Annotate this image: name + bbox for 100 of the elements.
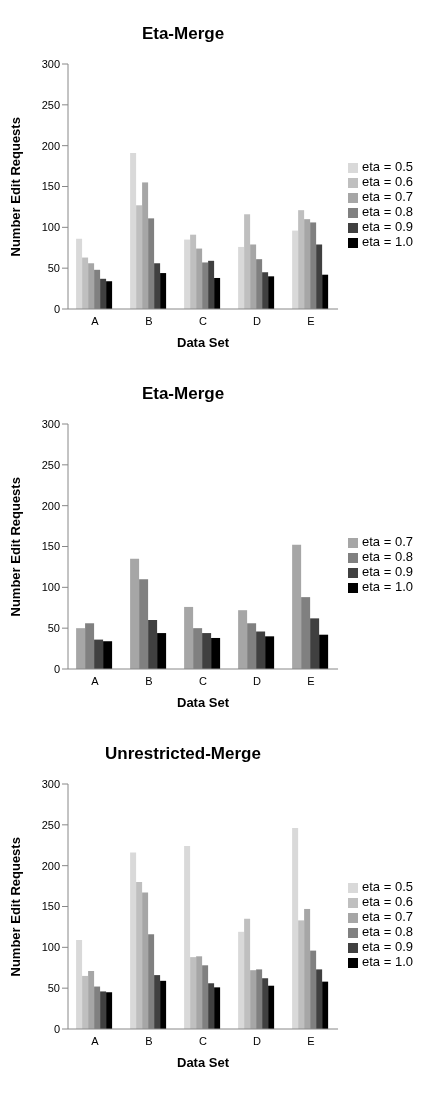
chart-title: Eta-Merge: [140, 23, 226, 45]
bar: [103, 641, 113, 669]
y-tick-label: 300: [41, 57, 60, 70]
legend-label: eta = 0.5: [362, 879, 413, 894]
x-axis-title: Data Set: [177, 695, 230, 710]
y-tick-label: 150: [41, 540, 60, 553]
bar: [310, 618, 320, 669]
bar: [190, 234, 197, 309]
y-axis-title: Number Edit Requests: [7, 837, 23, 977]
bar: [160, 273, 167, 309]
y-tick-label: 50: [47, 982, 60, 995]
bar: [184, 239, 191, 309]
bar: [214, 987, 221, 1029]
bar: [292, 230, 299, 309]
bar: [304, 908, 311, 1029]
y-tick-label: 0: [53, 302, 60, 315]
bar: [100, 278, 107, 309]
bar: [298, 210, 305, 309]
bar: [322, 981, 329, 1029]
bar: [94, 639, 104, 669]
bar: [238, 246, 245, 309]
bar: [100, 991, 107, 1029]
bar: [211, 637, 221, 669]
legend-label: eta = 1.0: [362, 579, 413, 594]
bar: [154, 263, 161, 309]
x-axis-title: Data Set: [177, 335, 230, 350]
y-tick-label: 300: [41, 417, 60, 430]
bar: [142, 182, 149, 309]
chart-title: Unrestricted-Merge: [104, 743, 262, 765]
y-axis-title: Number Edit Requests: [7, 477, 23, 617]
bar: [322, 274, 329, 309]
legend-label: eta = 0.6: [362, 894, 413, 909]
bar: [148, 620, 158, 669]
bar: [196, 956, 203, 1029]
bar: [238, 610, 248, 669]
x-axis-title: Data Set: [177, 1055, 230, 1070]
legend-label: eta = 0.8: [362, 549, 413, 564]
bar: [316, 969, 323, 1029]
chart-title: Eta-Merge: [140, 383, 226, 405]
bar: [316, 244, 323, 309]
bar: [130, 153, 137, 309]
bar: [268, 985, 275, 1029]
x-tick-label: E: [307, 314, 315, 327]
y-tick-label: 100: [41, 221, 60, 234]
bar: [88, 263, 95, 309]
legend-label: eta = 0.5: [362, 159, 413, 174]
bar: [157, 633, 167, 669]
y-tick-label: 300: [41, 777, 60, 790]
bar: [319, 634, 329, 669]
y-tick-label: 100: [41, 941, 60, 954]
bar: [292, 544, 302, 669]
x-tick-label: B: [145, 314, 153, 327]
bar: [82, 975, 89, 1029]
x-tick-label: B: [145, 674, 153, 687]
bar: [106, 992, 113, 1029]
bar: [106, 281, 113, 309]
bar: [154, 975, 161, 1029]
bar: [304, 219, 311, 309]
bar: [298, 920, 305, 1029]
bar: [256, 631, 266, 669]
y-tick-label: 250: [41, 98, 60, 111]
bar: [265, 636, 275, 669]
bar: [184, 846, 191, 1029]
bar: [196, 248, 203, 309]
bar: [244, 214, 251, 309]
y-tick-label: 200: [41, 499, 60, 512]
x-tick-label: C: [199, 314, 208, 327]
bar: [292, 828, 299, 1029]
x-tick-label: D: [253, 674, 262, 687]
bar: [262, 978, 269, 1029]
bar: [76, 238, 83, 309]
y-tick-label: 200: [41, 859, 60, 872]
legend-label: eta = 0.9: [362, 564, 413, 579]
x-tick-label: A: [91, 314, 100, 327]
bar: [76, 939, 83, 1029]
bar: [208, 983, 215, 1029]
x-tick-label: C: [199, 674, 208, 687]
bar: [268, 276, 275, 309]
bar: [190, 957, 197, 1029]
y-tick-label: 0: [53, 1022, 60, 1035]
bar: [238, 931, 245, 1029]
y-tick-label: 250: [41, 818, 60, 831]
bar: [208, 260, 215, 309]
y-tick-label: 200: [41, 139, 60, 152]
x-tick-label: D: [253, 314, 262, 327]
legend-label: eta = 1.0: [362, 954, 413, 969]
bar: [136, 882, 143, 1029]
bar: [88, 971, 95, 1029]
bar: [262, 272, 269, 309]
y-tick-label: 50: [47, 262, 60, 275]
x-tick-label: C: [199, 1034, 208, 1047]
bar: [214, 277, 221, 309]
x-tick-label: E: [307, 1034, 315, 1047]
y-axis-title: Number Edit Requests: [7, 117, 23, 257]
bar: [142, 892, 149, 1029]
bar: [136, 205, 143, 309]
bar: [82, 257, 89, 309]
legend-label: eta = 0.7: [362, 534, 413, 549]
legend-label: eta = 0.6: [362, 174, 413, 189]
y-tick-label: 150: [41, 180, 60, 193]
